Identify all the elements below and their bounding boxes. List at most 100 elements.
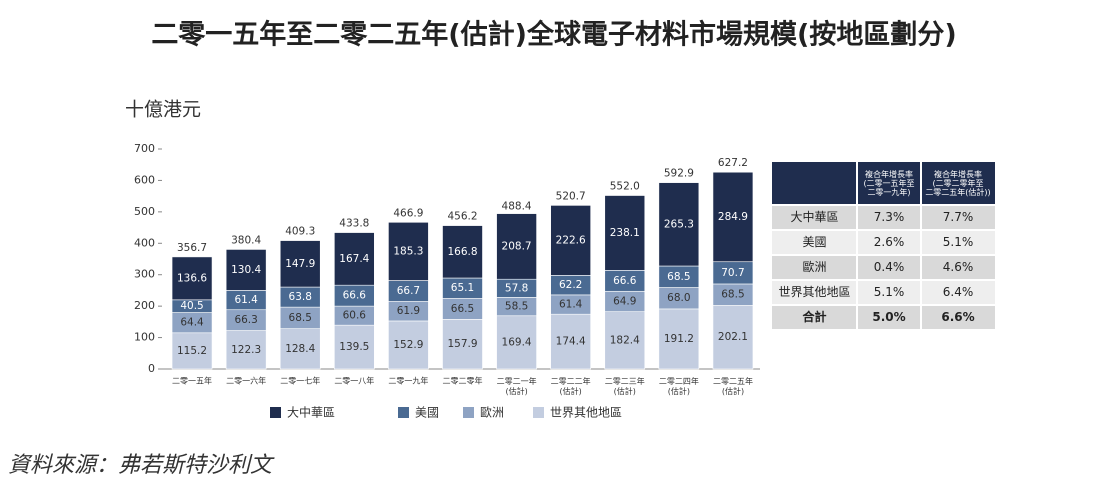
x-tick-label-line: (估計) — [614, 386, 636, 396]
bar-segment — [171, 332, 213, 370]
table-cell: 世界其他地區 — [778, 285, 850, 299]
x-tick-label-line: 二零二四年 — [659, 376, 699, 386]
bar-value-label: 238.1 — [610, 227, 640, 239]
y-tick-label: 700 — [134, 142, 155, 155]
table-cell: 6.4% — [943, 285, 974, 299]
bar-value-label: 128.4 — [285, 343, 315, 355]
bar-value-label: 64.9 — [613, 295, 636, 307]
table-header-bg — [772, 162, 995, 204]
bar-value-label: 167.4 — [339, 253, 369, 265]
bar-value-label: 40.5 — [180, 300, 203, 312]
x-tick-label-line: 二零二二年 — [551, 376, 591, 386]
bar-value-label: 66.3 — [234, 314, 257, 326]
total-label: 488.4 — [502, 201, 532, 213]
legend-label: 世界其他地區 — [550, 406, 622, 420]
source: 資料來源：弗若斯特沙利文 — [8, 453, 275, 478]
bar-value-label: 136.6 — [177, 272, 207, 284]
total-label: 627.2 — [718, 157, 748, 169]
bar-segment — [334, 324, 375, 370]
table-row-bg — [772, 256, 995, 279]
bar-value-label: 265.3 — [664, 218, 694, 230]
bar-value-label: 185.3 — [393, 245, 423, 257]
bar-segment — [442, 319, 483, 370]
table-row-bg — [772, 231, 995, 254]
table-cell: 7.7% — [943, 210, 974, 224]
bar-segment — [225, 330, 267, 370]
bar-segment — [604, 195, 646, 271]
bar-segment — [712, 305, 754, 370]
bar-value-label: 139.5 — [339, 341, 369, 353]
table-cell: 美國 — [802, 235, 826, 249]
legend-swatch — [398, 407, 409, 418]
table-cell: 0.4% — [874, 260, 905, 274]
x-tick-label: 二零二四年(估計) — [659, 376, 699, 396]
bar-value-label: 115.2 — [177, 345, 207, 357]
table-row-bg — [772, 206, 995, 229]
bar-segment — [496, 213, 537, 280]
legend-swatch — [463, 407, 474, 418]
x-tick-label: 二零二三年(估計) — [605, 376, 645, 396]
table-header-line: 複合年增長率 — [934, 169, 982, 179]
bar-segment — [658, 182, 700, 267]
x-tick-label-line: (估計) — [722, 386, 744, 396]
bar-value-label: 66.6 — [613, 275, 637, 287]
bar-value-label: 63.8 — [289, 291, 312, 303]
bar-value-label: 68.5 — [721, 289, 744, 301]
y-axis-label: 十億港元 — [125, 99, 201, 121]
y-tick-label: 400 — [134, 236, 155, 249]
table-header-cell: 複合年增長率(二零二零年至二零二五年(估計)) — [925, 169, 990, 197]
bar-segment — [225, 249, 267, 291]
table-row-bg — [772, 306, 995, 329]
total-label: 552.0 — [610, 181, 640, 193]
table-cell: 歐洲 — [802, 259, 826, 274]
bar-value-label: 222.6 — [556, 234, 586, 246]
x-tick-label: 二零二一年(估計) — [497, 376, 537, 396]
bar-value-label: 65.1 — [451, 282, 474, 294]
bar-value-label: 202.1 — [718, 331, 748, 343]
table-header-line: (二零二零年至 — [932, 178, 983, 188]
legend-swatch — [533, 407, 544, 418]
y-tick-label: 500 — [134, 205, 155, 218]
bar-value-label: 166.8 — [447, 246, 477, 258]
bar-value-label: 130.4 — [231, 264, 261, 276]
bar-value-label: 122.3 — [231, 344, 261, 356]
total-label: 592.9 — [664, 168, 694, 180]
total-label: 380.4 — [231, 234, 261, 246]
bar-segment — [496, 315, 537, 370]
table-cell: 6.6% — [941, 310, 974, 324]
x-tick-label-line: (估計) — [560, 386, 582, 396]
bar-segment — [279, 240, 321, 288]
bar-value-label: 169.4 — [502, 336, 532, 348]
bar-value-label: 68.5 — [667, 271, 690, 283]
x-tick-label: 二零一七年 — [280, 376, 320, 386]
bar-value-label: 68.0 — [667, 292, 690, 304]
table-header-line: 二零二五年(估計)) — [925, 187, 990, 197]
bar-value-label: 61.4 — [559, 299, 583, 311]
bar-value-label: 60.6 — [343, 310, 367, 322]
table-cell: 5.0% — [872, 310, 905, 324]
bar-segment — [550, 205, 591, 276]
legend-label: 大中華區 — [287, 405, 335, 420]
total-label: 520.7 — [556, 190, 586, 202]
bar-value-label: 157.9 — [447, 338, 477, 350]
bar-segment — [442, 225, 483, 279]
x-tick-label-line: (估計) — [668, 386, 690, 396]
total-label: 433.8 — [339, 218, 369, 230]
bar-value-label: 70.7 — [721, 267, 744, 279]
legend-label: 歐洲 — [480, 405, 504, 420]
table-header-cell: 複合年增長率(二零一五年至二零一九年) — [863, 169, 914, 197]
bar-segment — [171, 256, 213, 301]
table-row-bg — [772, 281, 995, 304]
bar-value-label: 58.5 — [505, 301, 528, 313]
total-label: 356.7 — [177, 242, 207, 254]
bar-value-label: 208.7 — [502, 240, 532, 252]
bar-value-label: 147.9 — [285, 258, 315, 270]
x-tick-label-line: 二零二五年 — [713, 376, 753, 386]
bar-value-label: 64.4 — [180, 317, 204, 329]
x-tick-label: 二零一八年 — [334, 376, 374, 386]
bar-value-label: 61.9 — [397, 305, 420, 317]
x-tick-label: 二零一九年 — [388, 376, 428, 386]
total-label: 456.2 — [447, 211, 477, 223]
